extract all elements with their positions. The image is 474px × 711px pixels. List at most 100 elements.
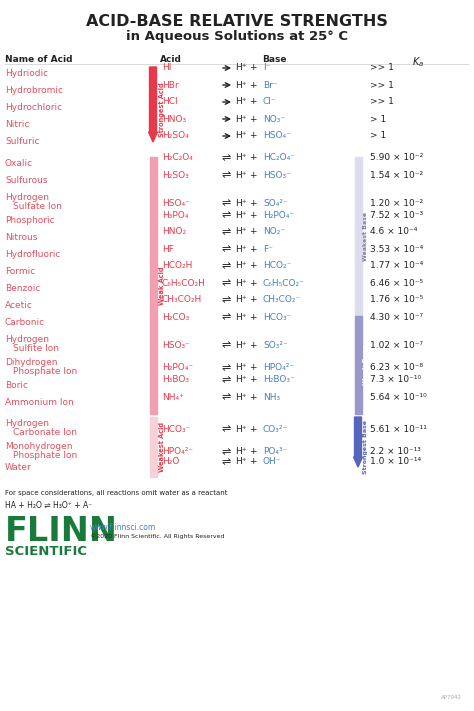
Text: ⇌: ⇌ [222, 170, 231, 180]
Text: 1.02 × 10⁻⁷: 1.02 × 10⁻⁷ [370, 341, 423, 350]
Text: Hydrofluoric: Hydrofluoric [5, 250, 60, 259]
Text: H₃PO₄: H₃PO₄ [162, 210, 188, 220]
Text: Carbonate Ion: Carbonate Ion [13, 428, 77, 437]
Text: HCO₂H: HCO₂H [162, 262, 192, 270]
Text: H⁺: H⁺ [235, 63, 246, 73]
Text: H⁺: H⁺ [235, 245, 246, 254]
Text: H⁺: H⁺ [235, 457, 246, 466]
Text: HPO₄²⁻: HPO₄²⁻ [162, 447, 193, 456]
Text: +: + [249, 296, 257, 304]
Text: ©2020 Flinn Scientific. All Rights Reserved: ©2020 Flinn Scientific. All Rights Reser… [90, 533, 225, 539]
Text: +: + [249, 424, 257, 434]
Text: HNO₃: HNO₃ [162, 114, 186, 124]
FancyArrow shape [148, 67, 157, 142]
Text: HSO₃⁻: HSO₃⁻ [263, 171, 291, 179]
Text: +: + [249, 279, 257, 287]
Text: Hydrobromic: Hydrobromic [5, 86, 63, 95]
Text: H⁺: H⁺ [235, 171, 246, 179]
Text: 6.23 × 10⁻⁸: 6.23 × 10⁻⁸ [370, 363, 423, 373]
Text: NH₃: NH₃ [263, 392, 280, 402]
Text: H⁺: H⁺ [235, 375, 246, 385]
Text: ⇌: ⇌ [222, 278, 231, 288]
Text: 1.77 × 10⁻⁴: 1.77 × 10⁻⁴ [370, 262, 423, 270]
Text: H₂PO₄⁻: H₂PO₄⁻ [162, 363, 193, 373]
Text: H⁺: H⁺ [235, 279, 246, 287]
Text: HCl: HCl [162, 97, 178, 107]
Text: Base: Base [262, 55, 286, 64]
Text: H₂PO₄⁻: H₂PO₄⁻ [263, 210, 294, 220]
Text: NH₄⁺: NH₄⁺ [162, 392, 184, 402]
Text: Strongest Acid: Strongest Acid [159, 82, 165, 137]
Text: H⁺: H⁺ [235, 296, 246, 304]
Text: ⇌: ⇌ [222, 198, 231, 208]
Text: in Aqueous Solutions at 25° C: in Aqueous Solutions at 25° C [126, 30, 348, 43]
Text: +: + [249, 80, 257, 90]
Text: +: + [249, 375, 257, 385]
Text: HCO₃⁻: HCO₃⁻ [162, 424, 191, 434]
Text: +: + [249, 313, 257, 321]
Text: www.flinnsci.com: www.flinnsci.com [90, 523, 156, 532]
Text: 6.46 × 10⁻⁵: 6.46 × 10⁻⁵ [370, 279, 423, 287]
Text: > 1: > 1 [370, 132, 386, 141]
Text: HI: HI [162, 63, 172, 73]
Text: C₆H₅CO₂H: C₆H₅CO₂H [162, 279, 206, 287]
Text: ACID-BASE RELATIVE STRENGTHS: ACID-BASE RELATIVE STRENGTHS [86, 14, 388, 29]
Text: Benzoic: Benzoic [5, 284, 40, 293]
Text: ⇌: ⇌ [222, 363, 231, 373]
Text: 2.2 × 10⁻¹³: 2.2 × 10⁻¹³ [370, 447, 421, 456]
Text: Weak Acid: Weak Acid [159, 266, 165, 305]
Text: +: + [249, 228, 257, 237]
Text: +: + [249, 198, 257, 208]
Text: HA + H₂O ⇌ H₃O⁺ + A⁻: HA + H₂O ⇌ H₃O⁺ + A⁻ [5, 501, 92, 510]
Bar [355, 157, 362, 316]
Text: FLINN: FLINN [5, 515, 118, 548]
Text: ⇌: ⇌ [222, 447, 231, 457]
Text: H⁺: H⁺ [235, 363, 246, 373]
Text: 1.54 × 10⁻²: 1.54 × 10⁻² [370, 171, 423, 179]
Text: H₃BO₃: H₃BO₃ [162, 375, 189, 385]
Bar [150, 157, 157, 414]
Text: AP7042: AP7042 [441, 695, 462, 700]
Text: C₆H₅CO₂⁻: C₆H₅CO₂⁻ [263, 279, 305, 287]
Text: Phosphate Ion: Phosphate Ion [13, 451, 77, 460]
Text: 7.3 × 10⁻¹⁰: 7.3 × 10⁻¹⁰ [370, 375, 421, 385]
Text: Hydrogen: Hydrogen [5, 335, 49, 344]
Text: SCIENTIFIC: SCIENTIFIC [5, 545, 87, 558]
Text: Br⁻: Br⁻ [263, 80, 278, 90]
Text: +: + [249, 132, 257, 141]
Text: Carbonic: Carbonic [5, 318, 45, 327]
Text: F⁻: F⁻ [263, 245, 273, 254]
Text: 3.53 × 10⁻⁴: 3.53 × 10⁻⁴ [370, 245, 423, 254]
Text: Water: Water [5, 463, 32, 472]
Text: ⇌: ⇌ [222, 340, 231, 350]
Text: HF: HF [162, 245, 174, 254]
Text: $K_a$: $K_a$ [412, 55, 424, 69]
Text: H⁺: H⁺ [235, 392, 246, 402]
Text: HBr: HBr [162, 80, 179, 90]
Text: I⁻: I⁻ [263, 63, 270, 73]
Text: Weakest Base: Weakest Base [363, 212, 368, 261]
Text: H₂CO₃: H₂CO₃ [162, 313, 189, 321]
Text: +: + [249, 114, 257, 124]
Text: H⁺: H⁺ [235, 198, 246, 208]
Text: HNO₂: HNO₂ [162, 228, 186, 237]
Text: Ammonium Ion: Ammonium Ion [5, 398, 74, 407]
Text: H₂BO₃⁻: H₂BO₃⁻ [263, 375, 295, 385]
Text: PO₄³⁻: PO₄³⁻ [263, 447, 287, 456]
Text: NO₂⁻: NO₂⁻ [263, 228, 285, 237]
Text: 7.52 × 10⁻³: 7.52 × 10⁻³ [370, 210, 423, 220]
Text: ⇌: ⇌ [222, 244, 231, 254]
Text: Hydriodic: Hydriodic [5, 69, 48, 78]
Text: CH₃CO₂⁻: CH₃CO₂⁻ [263, 296, 301, 304]
Text: Cl⁻: Cl⁻ [263, 97, 277, 107]
Text: Sulfite Ion: Sulfite Ion [13, 344, 59, 353]
Text: SO₃²⁻: SO₃²⁻ [263, 341, 288, 350]
Text: H⁺: H⁺ [235, 80, 246, 90]
Text: Sulfate Ion: Sulfate Ion [13, 202, 62, 211]
Text: +: + [249, 262, 257, 270]
Text: HSO₄⁻: HSO₄⁻ [263, 132, 291, 141]
Text: +: + [249, 363, 257, 373]
Text: +: + [249, 97, 257, 107]
Text: H⁺: H⁺ [235, 97, 246, 107]
FancyArrow shape [354, 417, 363, 467]
